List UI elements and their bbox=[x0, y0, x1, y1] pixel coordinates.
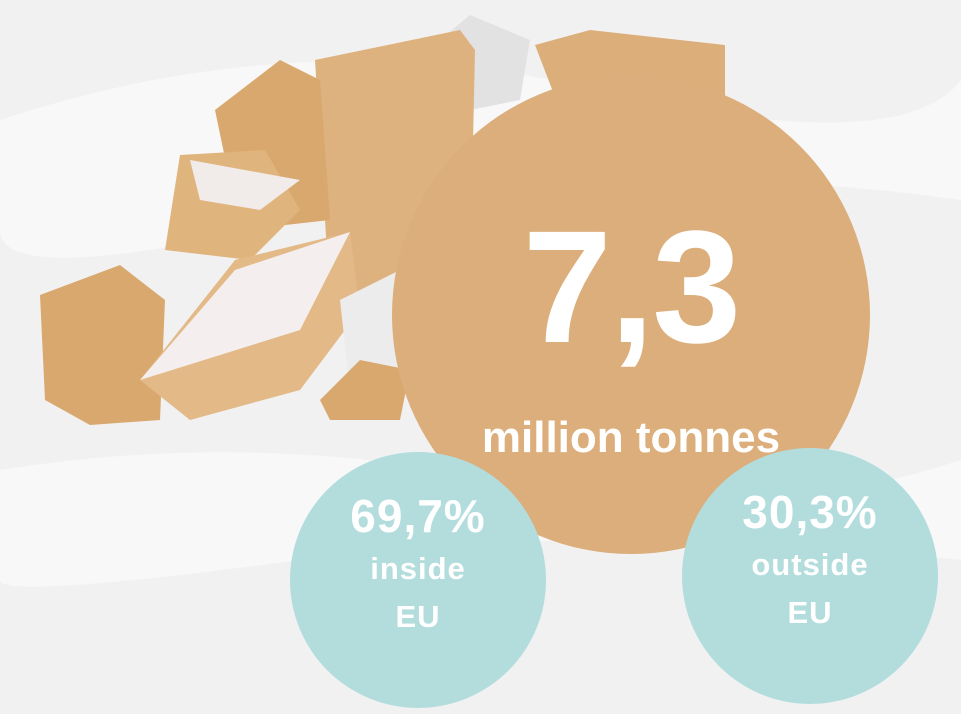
page: {"total": {"value": "7,3", "unit": "mill… bbox=[0, 0, 961, 714]
share-percent: 30,3% bbox=[742, 485, 877, 539]
box bbox=[40, 265, 165, 425]
share-label: outside EU bbox=[745, 541, 875, 637]
share-percent: 69,7% bbox=[350, 489, 485, 543]
scrap bbox=[320, 360, 410, 420]
share-circle: 69,7% inside EU bbox=[290, 452, 546, 708]
share-circle: 30,3% outside EU bbox=[682, 448, 938, 704]
total-unit: million tonnes bbox=[482, 413, 780, 463]
total-value: 7,3 bbox=[523, 207, 739, 367]
share-label: inside EU bbox=[353, 545, 483, 641]
